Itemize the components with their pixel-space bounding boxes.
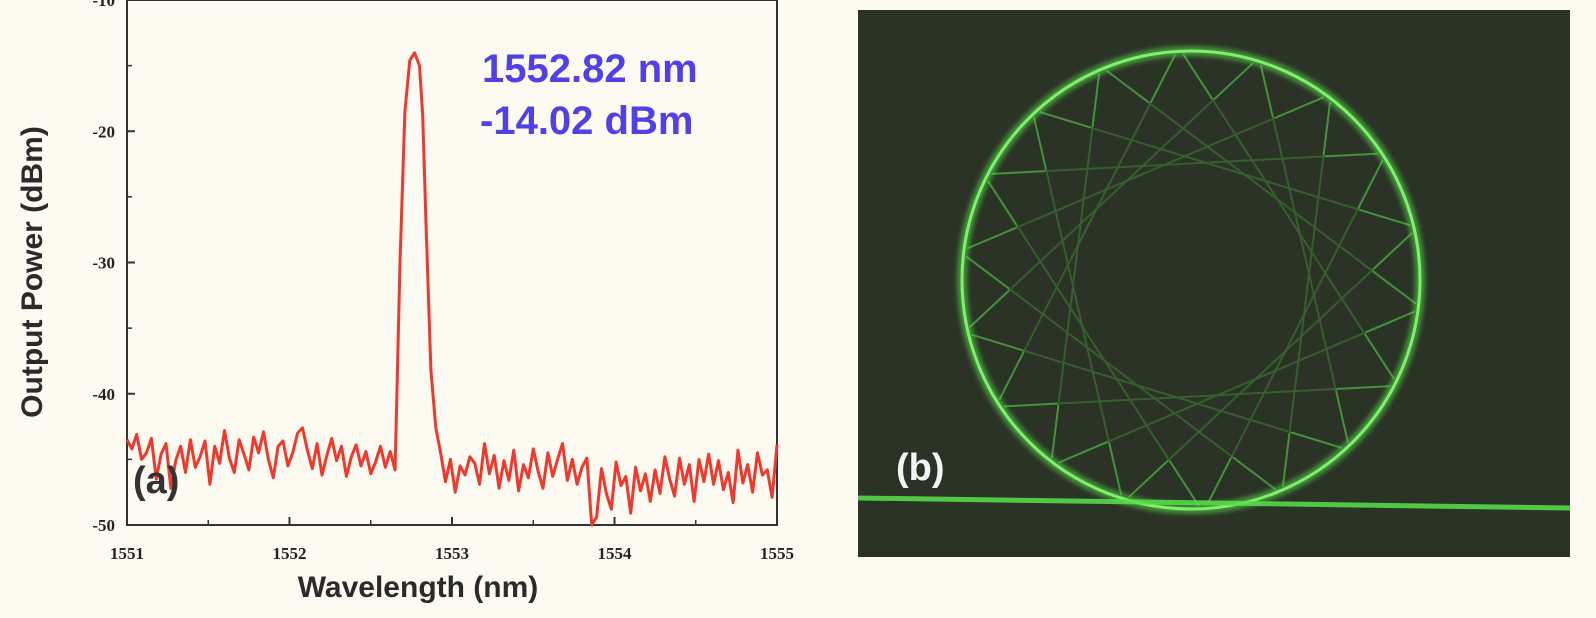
y-tick-label: -40 (92, 385, 115, 404)
peak-power-annotation: -14.02 dBm (480, 99, 693, 143)
peak-wavelength-annotation: 1552.82 nm (482, 47, 698, 91)
microring-micrograph: (b) (858, 10, 1570, 557)
y-tick-label: -30 (92, 254, 115, 273)
x-axis-label: Wavelength (nm) (298, 571, 539, 604)
y-tick-label: -50 (92, 516, 115, 535)
x-tick-label: 1551 (110, 544, 144, 563)
microring-resonator (957, 46, 1425, 514)
y-axis-ticks: -10 -20 -30 -40 -50 (92, 0, 135, 535)
spectrum-chart: -10 -20 -30 -40 -50 1551 1552 1553 1554 1555 155… (16, 0, 794, 604)
x-tick-label: 1555 (760, 544, 794, 563)
x-axis-ticks: 1551 1552 1553 1554 1555 (110, 517, 794, 563)
panel-label-a: (a) (133, 460, 179, 502)
panel-label-b: (b) (896, 447, 945, 489)
y-tick-label: -20 (92, 122, 115, 141)
spectrum-trace (125, 51, 779, 527)
x-tick-label: 1552 (273, 544, 307, 563)
x-tick-label: 1554 (598, 544, 633, 563)
x-tick-label: 1553 (435, 544, 469, 563)
bus-waveguide (858, 495, 1570, 511)
y-tick-label: -10 (92, 0, 115, 10)
y-axis-label: Output Power (dBm) (16, 126, 49, 418)
